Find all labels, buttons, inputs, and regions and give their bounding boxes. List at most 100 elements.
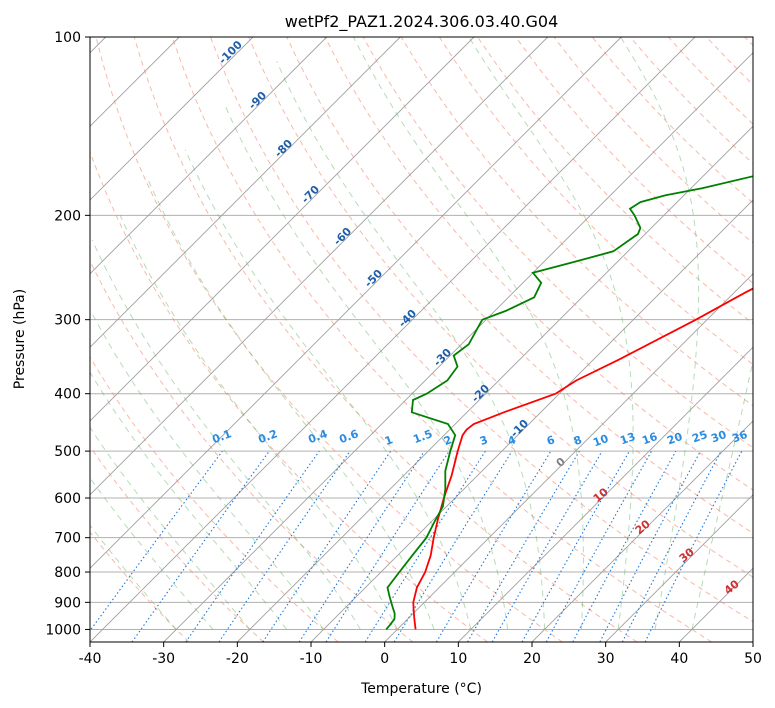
- grid-layer: [90, 37, 753, 642]
- mixing-ratio-line: [298, 450, 425, 642]
- mixing-ratio-label: 1.5: [411, 427, 434, 446]
- dry-adiabat-label: -20: [469, 382, 492, 405]
- isotherm-line: [384, 273, 753, 642]
- y-tick-label: 800: [54, 565, 81, 581]
- dry-adiabat-line: [515, 37, 753, 284]
- mixing-ratio-line: [131, 450, 270, 642]
- dry-adiabat-label: -40: [396, 307, 419, 330]
- y-tick-label: 1000: [45, 622, 81, 638]
- isotherm-line: [752, 641, 753, 642]
- moist-adiabat-line: [90, 477, 214, 630]
- isotherm-line: [90, 37, 328, 275]
- moist-adiabat-line: [148, 180, 435, 630]
- moist-adiabat-line: [90, 308, 324, 630]
- dry-adiabat-line: [171, 37, 712, 642]
- moist-adiabat-line: [224, 104, 509, 630]
- y-tick-label: 400: [54, 387, 81, 403]
- dry-adiabat-line: [90, 259, 414, 642]
- x-tick-label: -10: [300, 651, 323, 667]
- x-tick-label: 10: [449, 651, 467, 667]
- mixing-ratio-line: [218, 450, 351, 642]
- moist-adiabat-label: 0: [554, 455, 568, 470]
- mixing-ratio-label: 3: [478, 433, 490, 448]
- chart-title: wetPf2_PAZ1.2024.306.03.40.G04: [285, 12, 559, 32]
- dry-adiabat-line: [400, 37, 753, 407]
- dewpoint-profile-line: [385, 175, 753, 630]
- moist-adiabat-label: 30: [677, 545, 697, 565]
- isotherm-line: [90, 37, 549, 496]
- dry-adiabat-line: [438, 37, 753, 366]
- dry-adiabat-line: [553, 37, 753, 244]
- y-tick-label: 700: [54, 531, 81, 547]
- moist-adiabat-line: [468, 37, 634, 630]
- mixing-ratio-line: [393, 450, 513, 642]
- mixing-ratio-label: 6: [545, 433, 557, 448]
- isotherm-line: [90, 37, 475, 422]
- mixing-ratio-label: 36: [730, 428, 749, 446]
- mixing-ratio-line: [467, 450, 580, 642]
- isotherm-line: [678, 567, 753, 642]
- mixing-ratio-line: [262, 450, 392, 642]
- isotherm-line: [605, 494, 753, 642]
- data-layer: [385, 175, 753, 630]
- mixing-ratio-label: 1: [383, 433, 395, 448]
- dry-adiabat-label: -60: [331, 225, 354, 248]
- isotherm-line: [531, 420, 753, 642]
- isotherm-line: [236, 125, 753, 642]
- isotherm-line: [90, 37, 401, 348]
- moist-adiabat-line: [119, 215, 398, 630]
- y-tick-label: 900: [54, 595, 81, 611]
- moist-adiabat-line: [184, 149, 472, 630]
- y-axis-label: Pressure (hPa): [12, 289, 28, 389]
- mixing-ratio-line: [572, 450, 677, 642]
- mixing-ratio-label: 16: [640, 430, 659, 448]
- dry-adiabat-line: [210, 37, 753, 623]
- x-axis-label: Temperature (°C): [360, 681, 482, 697]
- x-tick-label: 20: [523, 651, 541, 667]
- moist-adiabat-line: [691, 358, 753, 630]
- mixing-ratio-label: 25: [690, 428, 709, 445]
- dry-adiabat-label: -50: [362, 267, 385, 290]
- dry-adiabat-line: [706, 37, 753, 86]
- moist-adiabat-line: [90, 524, 177, 630]
- moist-adiabat-label: 20: [633, 517, 653, 537]
- isopleth-labels: -100-90-80-70-60-50-40-30-20-100.1 0.2 0.4…: [210, 38, 749, 597]
- moist-adiabat-line: [90, 371, 288, 630]
- moist-adiabat-line: [353, 37, 584, 630]
- temperature-profile-line: [412, 287, 753, 630]
- dry-adiabat-line: [90, 150, 488, 642]
- mixing-ratio-label: 10: [591, 432, 610, 450]
- mixing-ratio-line: [435, 450, 552, 642]
- moist-adiabat-line: [91, 239, 361, 630]
- isotherm-line: [457, 346, 753, 642]
- mixing-ratio-label: 20: [665, 430, 684, 448]
- x-tick-label: 40: [670, 651, 688, 667]
- x-tick-label: 30: [597, 651, 615, 667]
- x-tick-label: -40: [79, 651, 102, 667]
- x-tick-label: 50: [744, 651, 762, 667]
- dry-adiabat-label: -90: [246, 89, 269, 112]
- x-tick-label: 0: [380, 651, 389, 667]
- y-tick-label: 600: [54, 491, 81, 507]
- dry-adiabat-line: [90, 531, 190, 642]
- mixing-ratio-label: 0.1: [210, 427, 233, 446]
- y-tick-label: 200: [54, 208, 81, 224]
- dry-adiabat-line: [90, 445, 264, 642]
- dry-adiabat-label: -80: [272, 137, 295, 160]
- isotherm-line: [310, 199, 753, 642]
- dry-adiabat-label: -30: [431, 346, 454, 369]
- mixing-ratio-line: [185, 450, 320, 642]
- moist-adiabat-label: 40: [722, 577, 742, 597]
- mixing-ratio-line: [325, 450, 450, 642]
- isotherm-line: [90, 37, 622, 569]
- mixing-ratio-line: [545, 450, 653, 642]
- dry-adiabat-line: [95, 37, 563, 642]
- mixing-ratio-label: 30: [709, 428, 728, 446]
- mixing-ratio-label: 0.2: [256, 427, 279, 446]
- mixing-ratio-label: 8: [572, 433, 584, 448]
- y-tick-label: 300: [54, 313, 81, 329]
- dry-adiabat-label: -100: [216, 38, 245, 67]
- dry-adiabat-line: [286, 37, 753, 534]
- isotherm-line: [163, 52, 753, 642]
